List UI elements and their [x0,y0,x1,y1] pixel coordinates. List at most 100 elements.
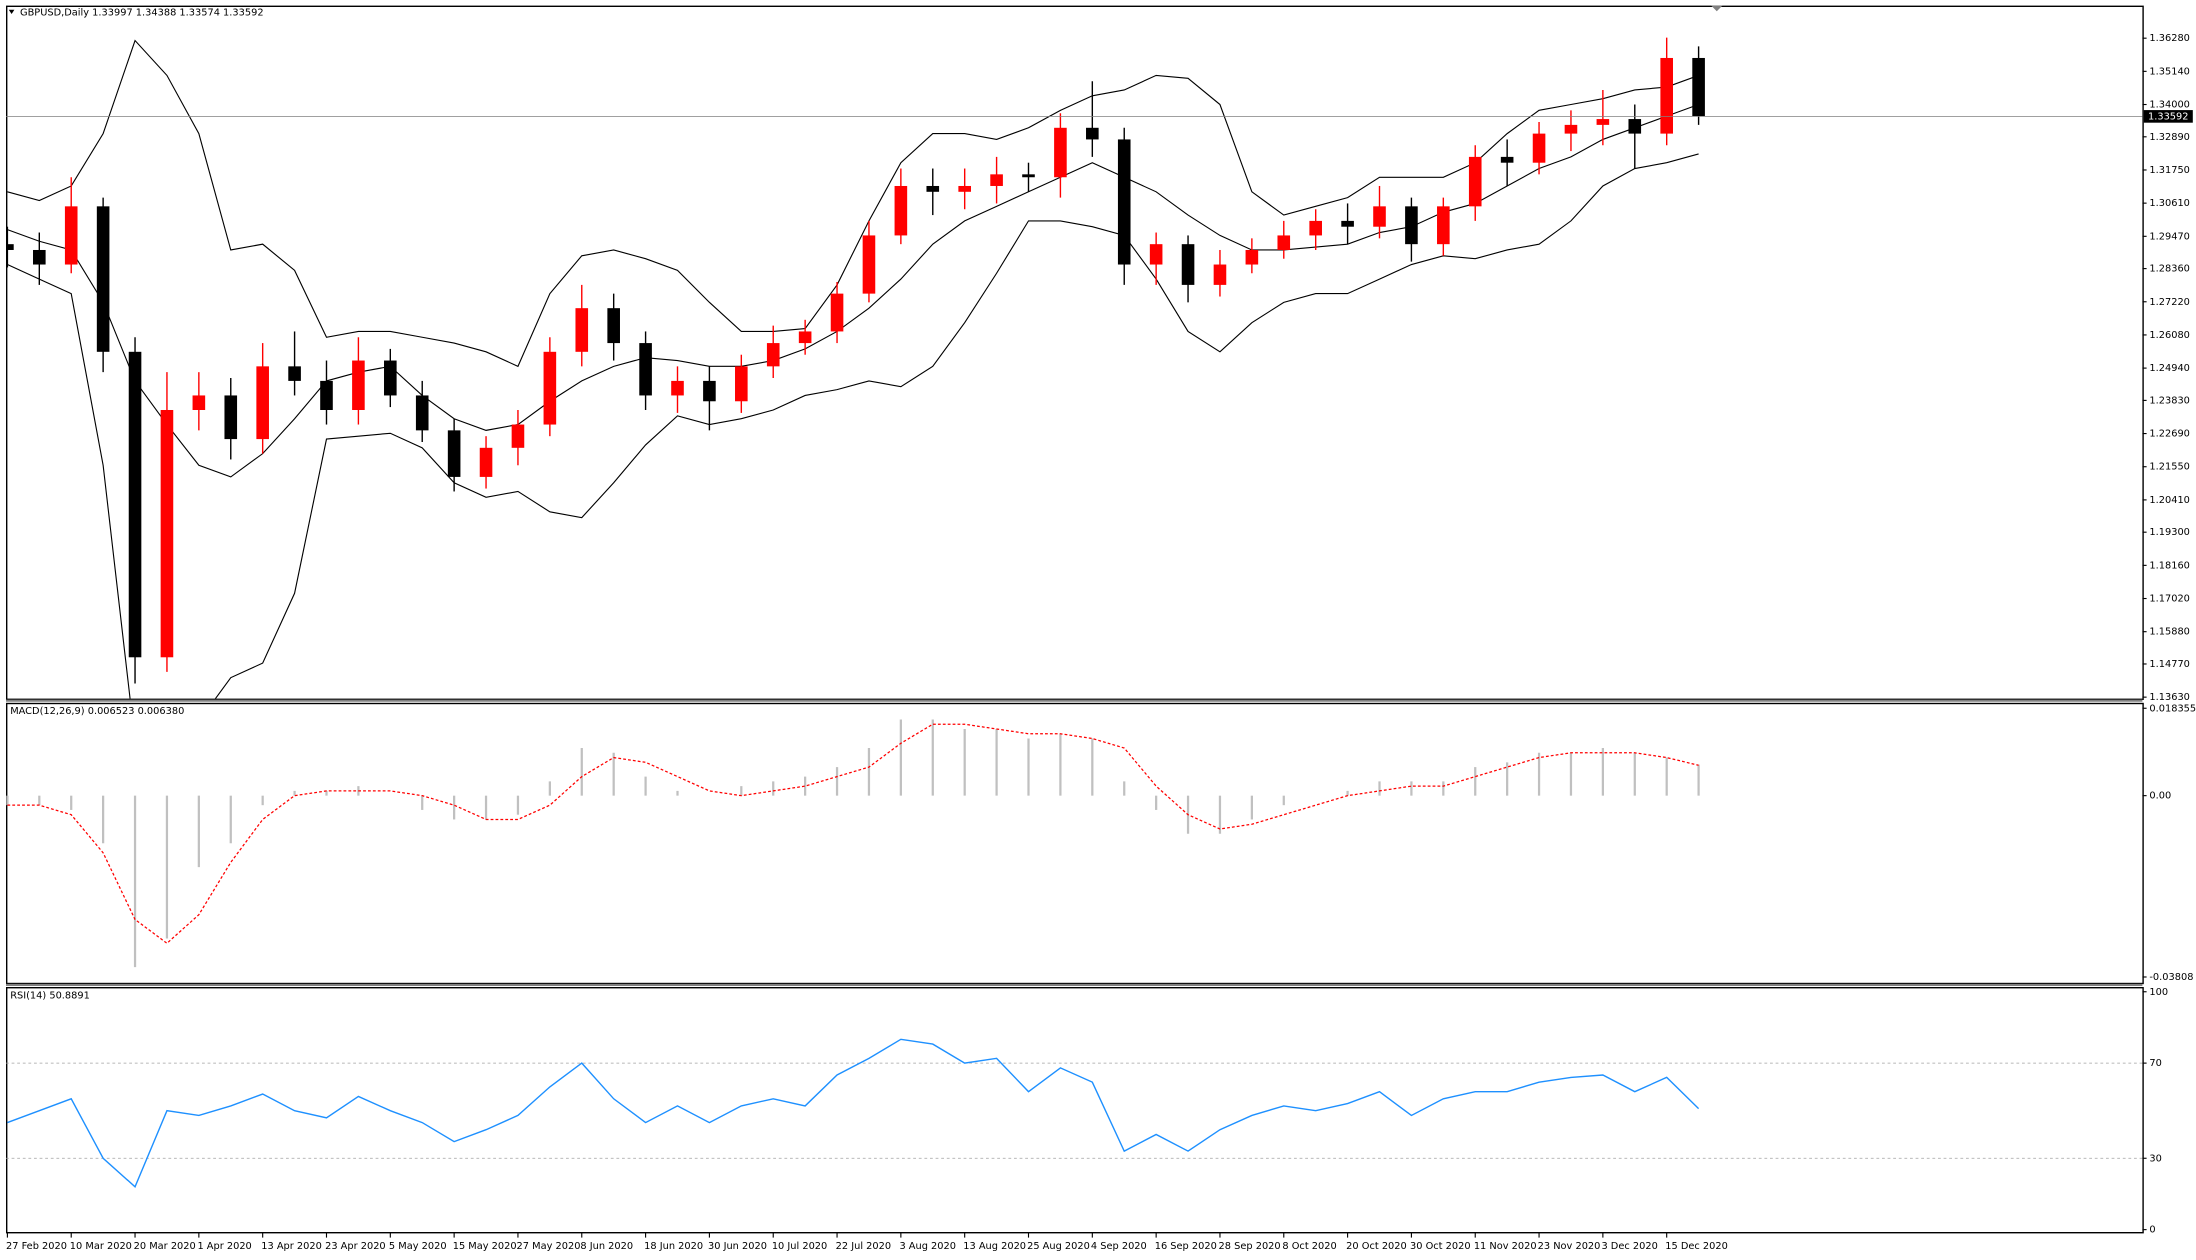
candle-body [128,351,142,658]
y-tick-label: 1.31750 [2149,165,2190,176]
candle-body [766,343,780,367]
x-tick-label: 30 Jun 2020 [708,1241,767,1252]
y-tick-label: 30 [2149,1153,2161,1164]
candle-body [1086,127,1099,140]
x-tick-label: 8 Oct 2020 [1282,1241,1336,1252]
candle-body [1117,139,1131,265]
current-price-box [2143,110,2193,123]
y-tick-label: 1.18160 [2149,560,2190,571]
x-tick-label: 25 Aug 2020 [1027,1241,1090,1252]
x-tick-label: 22 Jul 2020 [836,1241,891,1252]
x-tick-label: 15 Dec 2020 [1665,1241,1728,1252]
shift-marker [1711,5,1723,12]
current-price-label: 1.33592 [2148,111,2189,122]
candle-body [926,185,940,192]
y-tick-label: 1.23830 [2149,395,2190,406]
candle-body [1500,156,1514,163]
x-tick-label: 23 Apr 2020 [325,1241,386,1252]
candle-body [894,185,908,236]
candle-body [64,206,78,265]
candle-body [607,308,620,344]
candle-body [1468,156,1482,207]
candle-body [447,430,461,477]
x-tick-label: 10 Mar 2020 [70,1241,132,1252]
x-tick-label: 15 May 2020 [453,1241,517,1252]
y-tick-label: 1.27220 [2149,297,2190,308]
candle-body [735,366,748,402]
candle-body [256,366,269,440]
candle-body [96,206,110,352]
candle-body [543,351,557,425]
candle-body [639,343,652,396]
menu-arrow[interactable] [8,9,15,14]
candle-body [862,235,876,294]
bollinger-lower [7,153,1699,699]
candle-body [160,409,174,658]
candle-body [384,360,397,396]
candle-body [1660,57,1673,134]
y-tick-label: 1.29470 [2149,231,2190,242]
x-tick-label: 20 Mar 2020 [134,1241,196,1252]
candle-body [1022,174,1035,178]
x-tick-label: 16 Sep 2020 [1155,1241,1217,1252]
candle-body [1692,57,1705,117]
bollinger-upper [7,39,1699,368]
x-tick-label: 5 May 2020 [389,1241,447,1252]
candle-body [1564,124,1578,134]
candle-body [33,249,46,265]
rsi-line [7,1038,1700,1188]
candle-body [1437,206,1450,245]
y-tick-label: 70 [2149,1058,2161,1069]
x-tick-label: 13 Aug 2020 [963,1241,1026,1252]
y-tick-label: 1.35140 [2149,66,2190,77]
x-tick-label: 30 Oct 2020 [1410,1241,1471,1252]
y-tick-label: 1.36280 [2149,33,2190,44]
rsi-pane [6,986,2144,1234]
candle-body [415,395,429,431]
candle-body [1373,206,1386,227]
candle-body [1181,244,1195,285]
y-tick-label: 1.24940 [2149,363,2190,374]
x-tick-label: 11 Nov 2020 [1474,1241,1537,1252]
candle-body [1277,235,1291,250]
y-tick-label: 1.28360 [2149,264,2190,275]
pane-plot [6,719,1700,968]
y-tick-label: 0.018355 [2149,703,2196,714]
y-tick-label: 1.26080 [2149,330,2190,341]
candle-body [1149,244,1163,265]
y-tick-label: 1.15880 [2149,627,2190,638]
y-tick-label: 100 [2149,987,2168,998]
candle-body [703,380,716,402]
y-tick-label: 1.14770 [2149,659,2190,670]
y-tick-label: 1.19300 [2149,527,2190,538]
candle-body [1054,127,1067,178]
y-tick-label: 1.32890 [2149,132,2190,143]
macd-title: MACD(12,26,9) 0.006523 0.006380 [10,706,184,717]
x-tick-label: 10 Jul 2020 [772,1241,827,1252]
candle-body [830,293,844,332]
x-tick-label: 23 Nov 2020 [1538,1241,1601,1252]
candle-body [1341,220,1354,227]
chart-title: GBPUSD,Daily 1.33997 1.34388 1.33574 1.3… [20,8,264,19]
rsi-title: RSI(14) 50.8891 [10,990,90,1001]
x-tick-label: 3 Dec 2020 [1601,1241,1657,1252]
candle-body [1309,220,1322,236]
x-tick-label: 1 Apr 2020 [197,1241,251,1252]
x-tick-label: 20 Oct 2020 [1346,1241,1407,1252]
x-tick-label: 27 Feb 2020 [6,1241,67,1252]
x-tick-label: 27 May 2020 [517,1241,581,1252]
candle-body [320,380,333,410]
x-tick-label: 3 Aug 2020 [899,1241,956,1252]
candle-body [1532,133,1546,163]
y-tick-label: 1.34000 [2149,100,2190,111]
x-tick-label: 4 Sep 2020 [1091,1241,1147,1252]
pane-plot [6,37,2143,699]
candle-body [1628,119,1642,134]
x-tick-label: 18 Jun 2020 [644,1241,703,1252]
candle-body [798,331,812,344]
candle-body [352,360,365,410]
candle-body [1405,206,1418,245]
y-tick-label: 1.30610 [2149,198,2190,209]
